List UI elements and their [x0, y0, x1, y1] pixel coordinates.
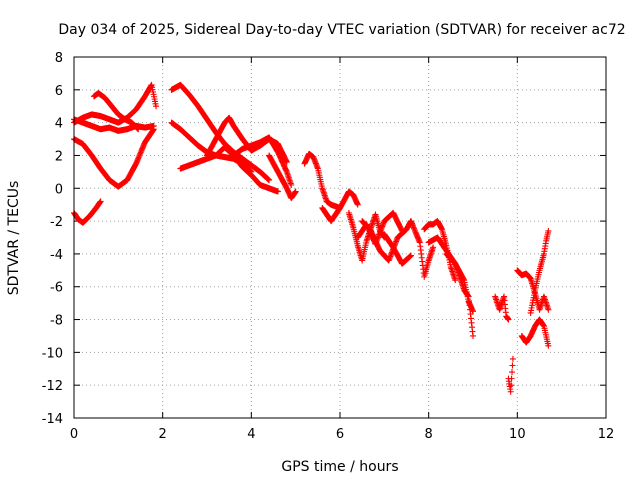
data-point [430, 244, 437, 251]
x-tick-label: 12 [598, 427, 615, 442]
data-point [545, 306, 552, 313]
y-tick-label: 0 [55, 182, 63, 197]
data-point [507, 388, 514, 395]
data-point [292, 188, 299, 195]
data-points [71, 81, 552, 395]
x-axis-label: GPS time / hours [281, 459, 398, 475]
x-tick-label: 6 [336, 427, 344, 442]
data-point [452, 277, 459, 284]
tick-labels: 0 2 4 6 8 10 12 -14 -12 -10 -8 -6 -4 -2 0 2 4 6 8 [42, 51, 615, 442]
data-point [508, 382, 515, 389]
data-point [470, 332, 476, 339]
grid-lines [74, 57, 606, 418]
y-tick-label: -10 [42, 346, 63, 361]
y-tick-label: 8 [55, 51, 63, 66]
data-point [97, 198, 104, 205]
x-tick-label: 10 [509, 427, 526, 442]
data-point [150, 126, 157, 133]
data-point [407, 252, 414, 259]
data-point [135, 126, 142, 133]
chart-title: Day 034 of 2025, Sidereal Day-to-day VTE… [58, 22, 625, 38]
y-tick-label: -8 [50, 314, 63, 329]
y-tick-label: 4 [55, 117, 63, 132]
data-point [509, 369, 516, 376]
data-point [509, 362, 516, 369]
y-tick-label: -12 [42, 379, 63, 394]
data-point [545, 227, 552, 234]
data-point [266, 177, 273, 184]
x-tick-label: 4 [247, 427, 255, 442]
data-point [274, 188, 281, 195]
x-tick-label: 0 [70, 427, 78, 442]
y-tick-label: -14 [42, 412, 63, 427]
data-point [283, 159, 290, 166]
y-tick-label: -6 [50, 281, 63, 296]
data-point [153, 103, 160, 110]
y-tick-label: 6 [55, 84, 63, 99]
data-point [288, 181, 295, 188]
x-tick-label: 8 [425, 427, 433, 442]
data-point [508, 375, 515, 382]
y-tick-label: -2 [50, 215, 63, 230]
data-point [505, 316, 512, 323]
y-tick-label: 2 [55, 149, 63, 164]
plot-area-frame [73, 56, 607, 419]
y-axis-label: SDTVAR / TECUs [6, 181, 22, 296]
data-point [545, 342, 552, 349]
data-point [509, 355, 516, 362]
y-tick-label: -4 [50, 248, 63, 263]
x-tick-label: 2 [159, 427, 167, 442]
data-point [354, 201, 361, 208]
